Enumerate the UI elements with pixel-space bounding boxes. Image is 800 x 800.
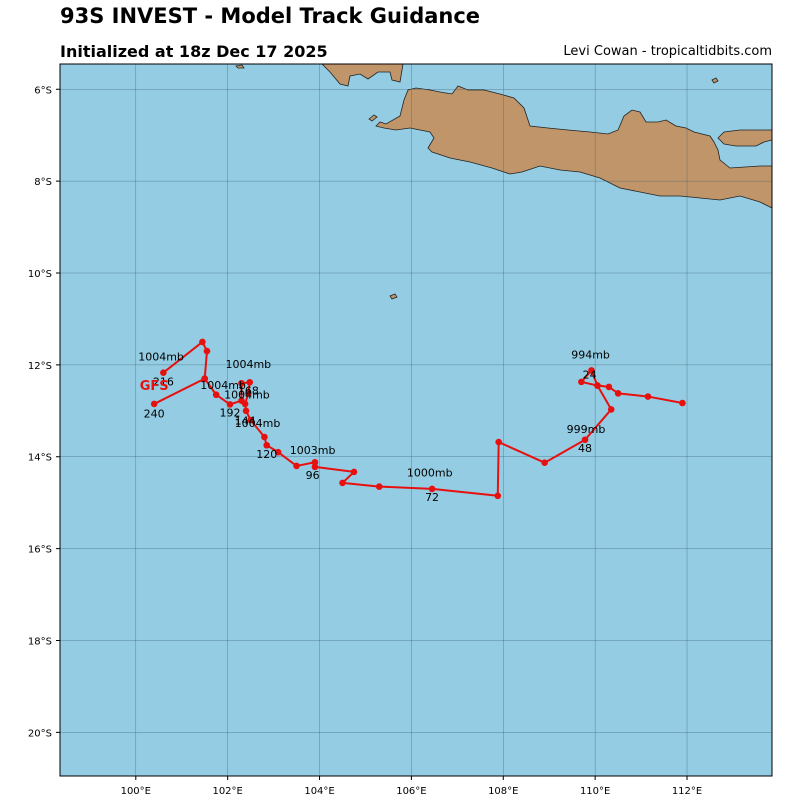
chart-subtitle: Initialized at 18z Dec 17 2025	[60, 42, 328, 61]
gfs-track-loop	[162, 340, 208, 379]
forecast-hour-label: 192	[219, 406, 240, 419]
lon-tick-label: 110°E	[580, 786, 610, 797]
lat-tick-label: 6°S	[34, 85, 52, 96]
lat-tick-label: 20°S	[28, 728, 52, 739]
track-point	[594, 382, 601, 389]
track-point	[201, 375, 208, 382]
track-point	[350, 468, 358, 476]
pressure-label: 1004mb	[200, 379, 246, 392]
track-point	[614, 390, 622, 397]
pressure-label: 1000mb	[407, 467, 453, 480]
small-island-4	[389, 293, 398, 300]
track-point	[494, 492, 502, 500]
track-point	[679, 399, 686, 407]
small-island-3	[711, 77, 719, 84]
track-point	[245, 390, 252, 397]
track-point	[375, 483, 383, 490]
java-sumatra-landmass	[321, 63, 404, 87]
track-point	[578, 378, 585, 386]
forecast-hour-label: 48	[578, 442, 592, 455]
pressure-label: 994mb	[571, 348, 610, 361]
axis-ticks: 100°E 102°E 104°E 106°E 108°E 110°E 112°E 6°S 8°…	[28, 85, 702, 797]
credit-label: Levi Cowan - tropicaltidbits.com	[563, 44, 772, 59]
track-point	[428, 485, 436, 493]
lon-tick-label: 102°E	[212, 786, 242, 797]
pressure-label: 1004mb	[225, 358, 271, 371]
track-point	[261, 433, 268, 441]
pressure-label: 1004mb	[224, 388, 270, 401]
track-point	[247, 416, 254, 424]
lon-tick-label: 112°E	[672, 786, 702, 797]
lat-tick-label: 14°S	[28, 453, 52, 464]
pressure-label: 1004mb	[138, 350, 184, 363]
lon-tick-label: 104°E	[304, 786, 334, 797]
lon-tick-label: 106°E	[396, 786, 426, 797]
lat-tick-label: 18°S	[28, 636, 52, 647]
track-point	[495, 438, 502, 446]
pressure-label: 1004mb	[235, 417, 281, 430]
track-point	[160, 369, 167, 376]
pressure-label: 999mb	[567, 423, 606, 436]
forecast-hour-label: 144	[235, 415, 256, 428]
lat-tick-label: 16°S	[28, 545, 52, 556]
track-point	[644, 393, 652, 400]
forecast-hour-label: 168	[238, 385, 259, 398]
java-island	[375, 85, 773, 209]
graticule	[60, 64, 772, 776]
chart-title: 93S INVEST - Model Track Guidance	[60, 4, 481, 28]
small-island-2	[368, 114, 378, 122]
lat-tick-label: 12°S	[28, 361, 52, 372]
track-point	[226, 401, 234, 408]
track-point	[199, 338, 206, 346]
land-layer	[235, 63, 773, 300]
track-point	[339, 479, 346, 487]
pressure-label: 1003mb	[290, 444, 336, 457]
map-frame	[59, 63, 773, 777]
track-point	[238, 379, 245, 387]
track-point	[150, 400, 158, 408]
forecast-hour-label: 216	[153, 376, 174, 389]
track-point	[263, 441, 271, 449]
forecast-hour-label: 240	[144, 408, 165, 421]
track-point	[311, 463, 319, 471]
lat-tick-label: 8°S	[34, 177, 52, 188]
track-point	[246, 379, 254, 386]
gfs-track	[150, 338, 686, 500]
track-point	[293, 462, 300, 470]
track-point	[581, 436, 589, 444]
track-point	[311, 458, 319, 466]
track-point	[242, 407, 250, 415]
madura-island	[717, 129, 773, 147]
lon-tick-label: 100°E	[121, 786, 151, 797]
track-point	[203, 347, 211, 355]
forecast-hour-label: 120	[256, 448, 277, 461]
track-labels: 994mb999mb1000mb1003mb1004mb1004mb1004mb…	[138, 348, 610, 503]
model-name-label: GFS	[140, 379, 169, 394]
track-point	[588, 367, 595, 374]
track-point	[274, 448, 282, 456]
track-point	[605, 383, 613, 391]
track-point	[238, 397, 245, 405]
track-point	[212, 391, 220, 399]
forecast-hour-label: 96	[306, 469, 320, 482]
track-point	[541, 459, 548, 467]
track-point	[607, 406, 615, 413]
lat-tick-label: 10°S	[28, 269, 52, 280]
forecast-hour-label: 24	[583, 369, 597, 382]
gfs-track-line	[153, 369, 683, 497]
small-island-1	[235, 64, 245, 69]
forecast-hour-label: 72	[425, 491, 439, 504]
lon-tick-label: 108°E	[488, 786, 518, 797]
